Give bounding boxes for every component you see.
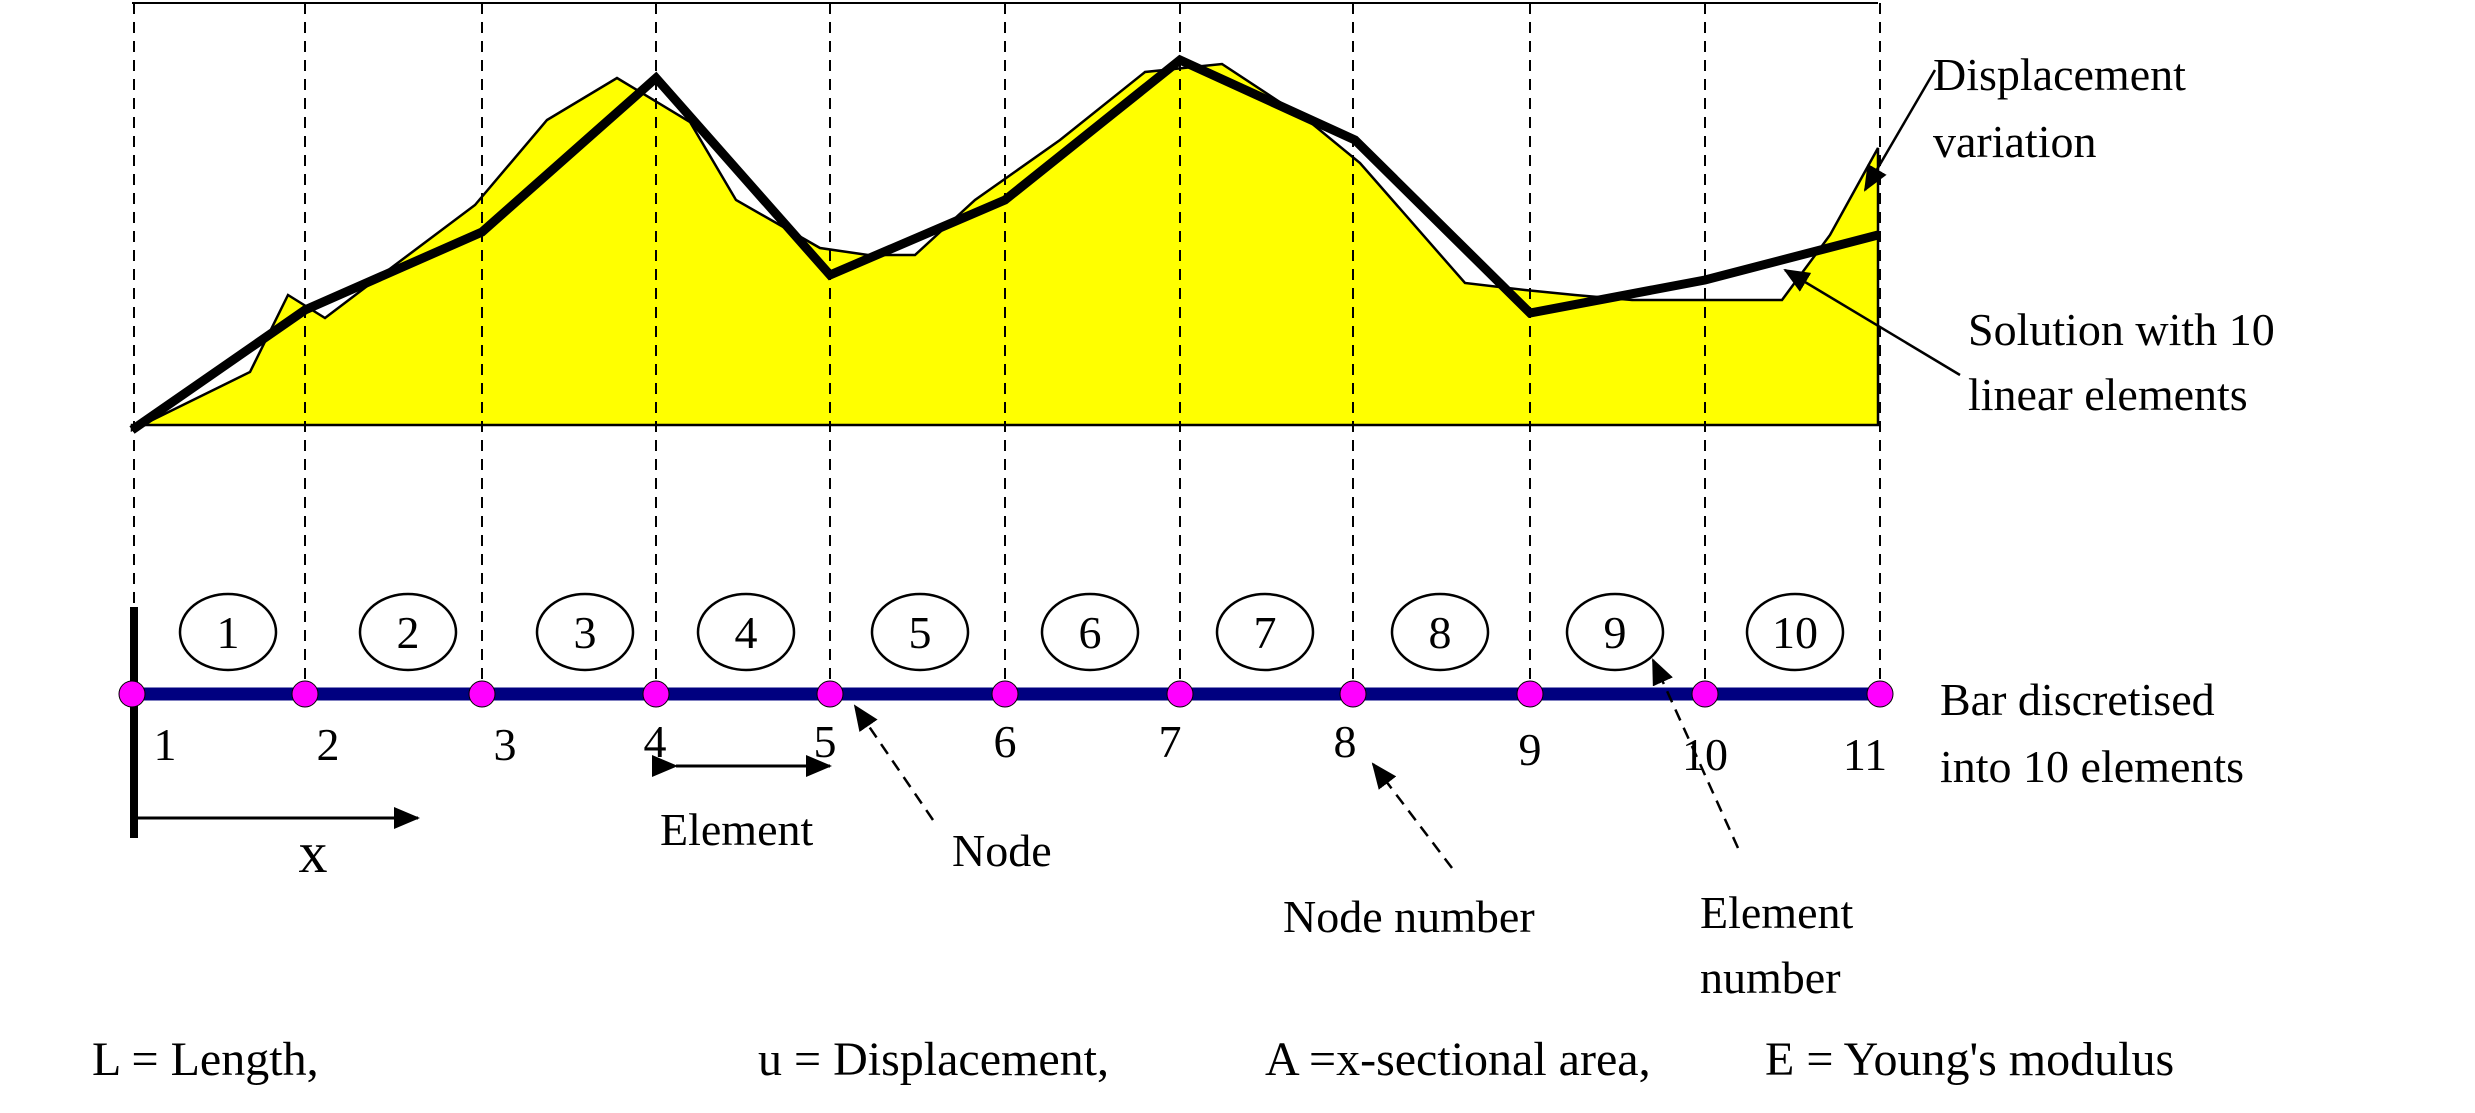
linear-solution-line [129,54,1880,434]
node-number: 2 [317,719,340,770]
displacement-variation-pointer-arrow [1863,69,1937,192]
node-7 [1166,680,1194,708]
node-number-labels: 1 2 3 4 5 6 7 8 9 10 11 [154,716,1888,780]
node-2 [291,680,319,708]
element-number: 8 [1429,607,1452,658]
nodes [118,680,1894,708]
bar-discretised-label-line-2: into 10 elements [1940,741,2244,792]
legend-modulus: E = Young's modulus [1765,1033,2174,1086]
x-axis-label: x [299,820,328,885]
node-4 [642,680,670,708]
node-number: 6 [994,716,1017,767]
element-number-ellipse [1040,592,1140,672]
element-number-labels: 1 2 3 4 5 6 7 8 9 10 [178,592,1845,672]
node-11 [1866,680,1894,708]
node-number: 7 [1159,716,1182,767]
element-number-label-line-2: number [1700,952,1841,1003]
node-8 [1339,680,1367,708]
element-number: 1 [217,607,240,658]
element-number-label-line-1: Element [1700,887,1853,938]
node-1 [118,680,146,708]
element-number: 3 [574,607,597,658]
node-number: 10 [1682,729,1728,780]
element-number: 5 [909,607,932,658]
node-3 [468,680,496,708]
node-pointer-arrow [853,704,935,821]
element-number-pointer-arrow [1651,658,1740,849]
node-number: 11 [1843,729,1887,780]
legend-displacement: u = Displacement, [758,1033,1109,1086]
solution-label-line-1: Solution with 10 [1968,304,2275,355]
element-number-ellipse [535,592,635,672]
node-number: 1 [154,719,177,770]
element-number-ellipse [1390,592,1490,672]
element-number-ellipse [870,592,970,672]
element-number: 6 [1079,607,1102,658]
element-label: Element [660,804,813,855]
element-number: 9 [1604,607,1627,658]
legend-length: L = Length, [92,1033,319,1086]
node-number-pointer-arrow [1371,762,1453,869]
element-number-ellipse [696,592,796,672]
element-number-ellipse [178,592,278,672]
displacement-variation-label-line-2: variation [1933,116,2097,167]
element-number-ellipse [1565,592,1665,672]
displacement-variation-label-line-1: Displacement [1933,49,2186,100]
element-number: 7 [1254,607,1277,658]
element-number: 4 [735,607,758,658]
element-number-ellipse [1215,592,1315,672]
node-number: 3 [494,719,517,770]
node-guide-lines [133,3,1881,694]
node-number: 8 [1334,716,1357,767]
solution-pointer-arrow [1783,268,1961,377]
node-6 [991,680,1019,708]
node-number-label: Node number [1283,891,1535,942]
node-number: 5 [814,716,837,767]
element-number-ellipse [1745,592,1845,672]
node-label: Node [952,825,1052,876]
node-number: 4 [644,716,667,767]
solution-label-line-2: linear elements [1968,369,2248,420]
legend-area: A =x-sectional area, [1265,1033,1651,1086]
node-9 [1516,680,1544,708]
element-number: 10 [1772,607,1818,658]
node-10 [1691,680,1719,708]
bar-discretised-label-line-1: Bar discretised [1940,674,2215,725]
element-number: 2 [397,607,420,658]
node-5 [816,680,844,708]
node-number: 9 [1519,724,1542,775]
element-number-ellipse [358,592,458,672]
